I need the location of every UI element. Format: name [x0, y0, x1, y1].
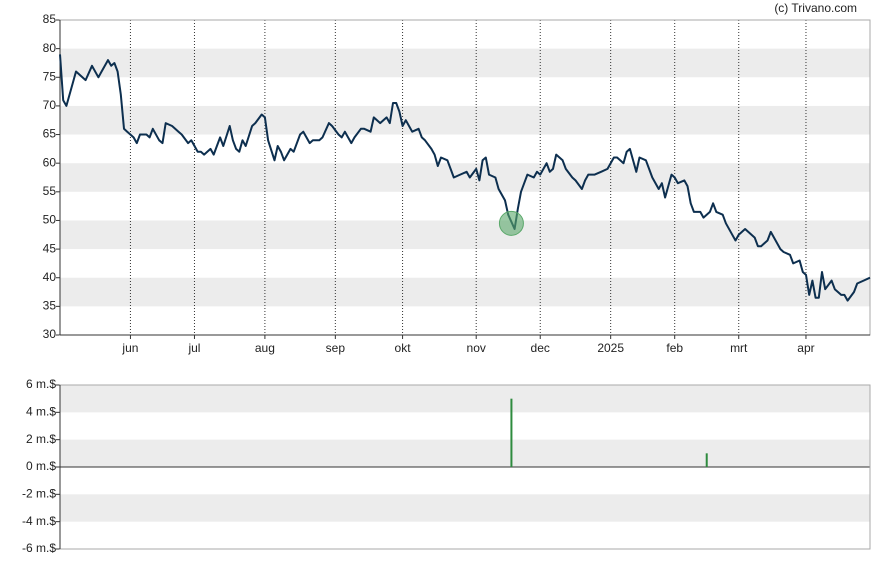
y-tick-label: 70 [43, 98, 57, 112]
x-tick-label: sep [326, 341, 346, 355]
band [60, 385, 870, 413]
y-tick-label: -6 m.$ [22, 541, 56, 555]
x-tick-label: apr [797, 341, 814, 355]
band [60, 494, 870, 522]
x-tick-label: jun [121, 341, 138, 355]
y-tick-label: 80 [43, 41, 57, 55]
y-tick-label: 4 m.$ [26, 405, 56, 419]
x-tick-label: feb [666, 341, 683, 355]
x-tick-label: nov [467, 341, 486, 355]
x-tick-label: dec [531, 341, 550, 355]
x-tick-label: 2025 [597, 341, 624, 355]
y-tick-label: 60 [43, 155, 57, 169]
x-tick-label: aug [255, 341, 275, 355]
band [60, 163, 870, 192]
y-tick-label: 0 m.$ [26, 459, 56, 473]
bar [510, 398, 513, 467]
y-tick-label: 85 [43, 12, 57, 26]
y-tick-label: 35 [43, 299, 57, 313]
y-tick-label: 65 [43, 127, 57, 141]
credit: (c) Trivano.com [774, 1, 857, 15]
y-tick-label: -4 m.$ [22, 514, 56, 528]
y-tick-label: 6 m.$ [26, 377, 56, 391]
band [60, 277, 870, 307]
y-tick-label: 45 [43, 241, 57, 255]
band [60, 439, 870, 467]
y-tick-label: 30 [43, 327, 57, 341]
marker [498, 210, 524, 236]
y-tick-label: 2 m.$ [26, 432, 56, 446]
y-tick-label: 55 [43, 184, 57, 198]
y-tick-label: 50 [43, 213, 57, 227]
price-line [59, 54, 871, 302]
y-tick-label: -2 m.$ [22, 487, 56, 501]
y-tick-label: 40 [43, 270, 57, 284]
bar [705, 453, 708, 467]
band [60, 48, 870, 78]
x-tick-label: okt [395, 341, 412, 355]
x-tick-label: jul [187, 341, 200, 355]
y-tick-label: 75 [43, 69, 57, 83]
band [60, 220, 870, 250]
x-tick-label: mrt [730, 341, 748, 355]
band [60, 105, 870, 135]
